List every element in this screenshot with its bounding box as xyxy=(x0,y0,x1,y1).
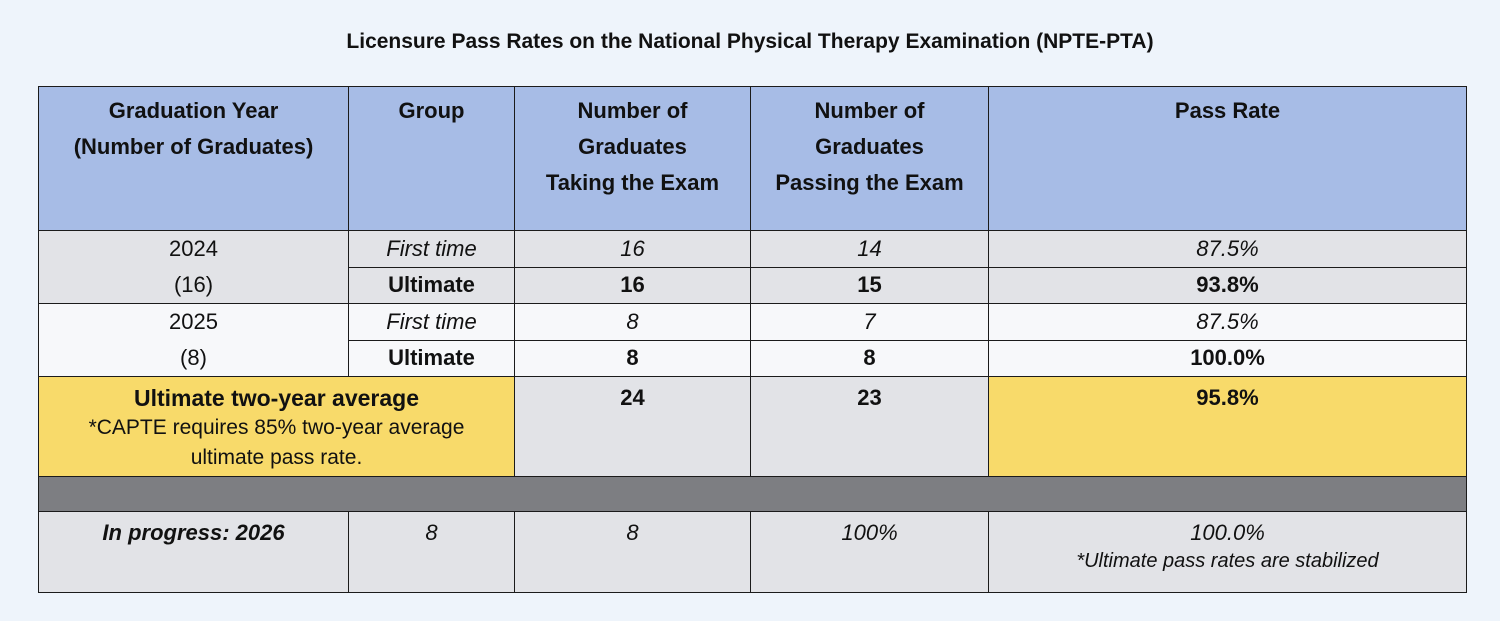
taking-cell: 8 xyxy=(514,339,751,377)
average-rate-cell: 95.8% xyxy=(988,376,1467,477)
progress-rate-cell: 100.0% *Ultimate pass rates are stabiliz… xyxy=(988,511,1467,593)
capte-note: *CAPTE requires 85% two-year average xyxy=(88,416,465,439)
header-group: Group xyxy=(348,86,515,231)
separator-band xyxy=(38,476,1467,512)
passing-cell: 8 xyxy=(750,339,989,377)
band-cell xyxy=(38,476,1467,512)
progress-passing-cell: 100% xyxy=(750,511,989,593)
average-row: Ultimate two-year average *CAPTE require… xyxy=(38,376,1467,477)
header-pass-rate: Pass Rate xyxy=(988,86,1467,231)
progress-taking-cell: 8 xyxy=(514,511,751,593)
table-row: 2024 (16) First time 16 14 87.5% xyxy=(38,230,1467,304)
rate-cell: 93.8% xyxy=(988,266,1467,304)
header-taking: Number of Graduates Taking the Exam xyxy=(514,86,751,231)
taking-cell: 8 xyxy=(514,303,751,341)
passing-cell: 7 xyxy=(750,303,989,341)
passing-cell: 15 xyxy=(750,266,989,304)
table-title: Licensure Pass Rates on the National Phy… xyxy=(346,30,1154,53)
rate-cell: 87.5% xyxy=(988,303,1467,341)
average-passing-cell: 23 xyxy=(750,376,989,477)
capte-note-cont: ultimate pass rate. xyxy=(190,446,363,469)
progress-group-cell: 8 xyxy=(348,511,515,593)
average-label-cell: Ultimate two-year average *CAPTE require… xyxy=(38,376,515,477)
year-cell-2025: 2025 (8) xyxy=(38,303,349,377)
passing-cell: 14 xyxy=(750,230,989,268)
progress-row: In progress: 2026 8 8 100% 100.0% *Ultim… xyxy=(38,511,1467,593)
table-row: Ultimate 16 15 93.8% xyxy=(38,266,1467,304)
header-row: Graduation Year (Number of Graduates) Gr… xyxy=(38,86,1467,231)
average-label: Ultimate two-year average xyxy=(133,385,420,411)
progress-rate: 100.0% xyxy=(1190,520,1265,545)
pass-rates-table: Graduation Year (Number of Graduates) Gr… xyxy=(38,86,1467,593)
rate-cell: 100.0% xyxy=(988,339,1467,377)
rate-cell: 87.5% xyxy=(988,230,1467,268)
taking-cell: 16 xyxy=(514,266,751,304)
group-cell: First time xyxy=(348,230,515,268)
group-cell: Ultimate xyxy=(348,266,515,304)
year-cell-2024: 2024 (16) xyxy=(38,230,349,304)
group-cell: Ultimate xyxy=(348,339,515,377)
taking-cell: 16 xyxy=(514,230,751,268)
progress-label: In progress: 2026 xyxy=(38,511,349,593)
group-cell: First time xyxy=(348,303,515,341)
average-taking-cell: 24 xyxy=(514,376,751,477)
stabilized-note: *Ultimate pass rates are stabilized xyxy=(1076,550,1379,572)
header-graduation-year: Graduation Year (Number of Graduates) xyxy=(38,86,349,231)
header-passing: Number of Graduates Passing the Exam xyxy=(750,86,989,231)
table-row: 2025 (8) First time 8 7 87.5% xyxy=(38,303,1467,377)
